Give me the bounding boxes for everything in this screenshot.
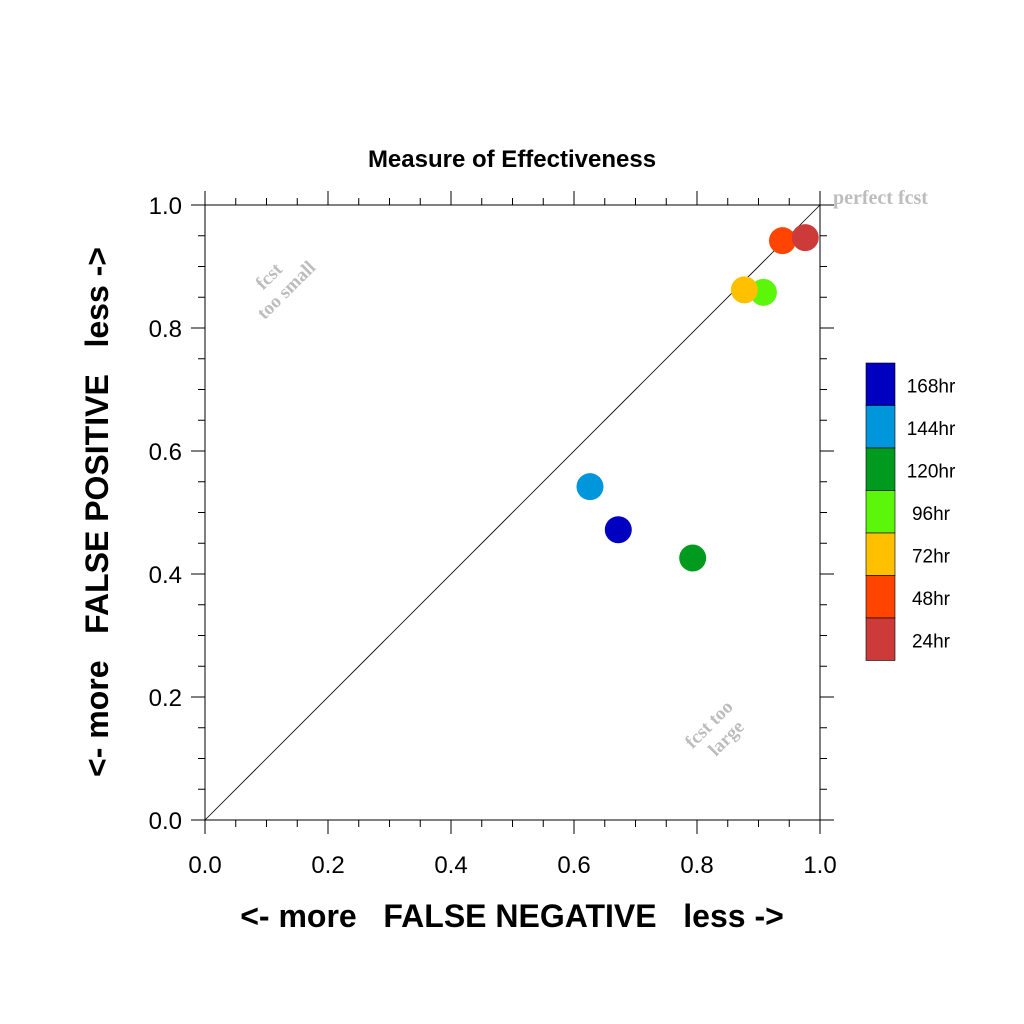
y-tick-label: 0.6 — [149, 439, 182, 466]
legend-swatch-24hr — [865, 617, 896, 661]
x-tick-label: 0.0 — [188, 852, 221, 879]
annotation-too-large: fcst too large — [681, 693, 756, 768]
legend-swatch-144hr — [865, 405, 896, 449]
diagonal-line — [204, 204, 821, 821]
annotation-too-small: fcst too small — [238, 242, 320, 324]
y-tick-label: 0.0 — [149, 808, 182, 835]
y-tick-label: 1.0 — [149, 193, 182, 220]
chart-title: Measure of Effectiveness — [368, 146, 656, 173]
legend-label-48hr: 48hr — [912, 589, 951, 610]
legend: 168hr 144hr 120hr 96hr 72hr 48hr 24hr — [865, 362, 956, 661]
x-axis-label: <- more FALSE NEGATIVE less -> — [240, 898, 784, 934]
x-tick-label: 0.6 — [557, 852, 590, 879]
legend-swatch-120hr — [865, 447, 896, 491]
legend-swatch-72hr — [865, 532, 896, 576]
annotation-perfect-fcst: perfect fcst — [833, 187, 928, 209]
legend-swatch-48hr — [865, 575, 896, 619]
y-tick-label: 0.4 — [149, 562, 182, 589]
x-tick-label: 1.0 — [803, 852, 836, 879]
y-axis-label: <- more FALSE POSITIVE less -> — [79, 247, 115, 777]
point-48hr — [768, 227, 796, 255]
legend-swatch-96hr — [865, 490, 896, 534]
axis-tick-labels: 0.0 0.2 0.4 0.6 0.8 1.0 0.0 0.2 0.4 0.6 0.8 1.0 — [149, 193, 837, 879]
point-72hr — [730, 276, 758, 304]
legend-label-96hr: 96hr — [912, 504, 951, 525]
x-tick-label: 0.4 — [434, 852, 467, 879]
legend-label-120hr: 120hr — [907, 461, 956, 482]
point-144hr — [576, 473, 604, 501]
legend-label-72hr: 72hr — [912, 546, 951, 567]
axis-ticks — [191, 191, 834, 834]
y-tick-label: 0.2 — [149, 685, 182, 712]
data-points — [576, 224, 819, 572]
x-tick-label: 0.8 — [680, 852, 713, 879]
legend-label-168hr: 168hr — [907, 376, 956, 397]
legend-label-24hr: 24hr — [912, 631, 951, 652]
legend-label-144hr: 144hr — [907, 419, 956, 440]
x-tick-label: 0.2 — [311, 852, 344, 879]
point-24hr — [791, 224, 819, 252]
legend-swatch-168hr — [865, 362, 896, 406]
point-120hr — [679, 544, 707, 572]
point-168hr — [604, 516, 632, 544]
y-tick-label: 0.8 — [149, 316, 182, 343]
